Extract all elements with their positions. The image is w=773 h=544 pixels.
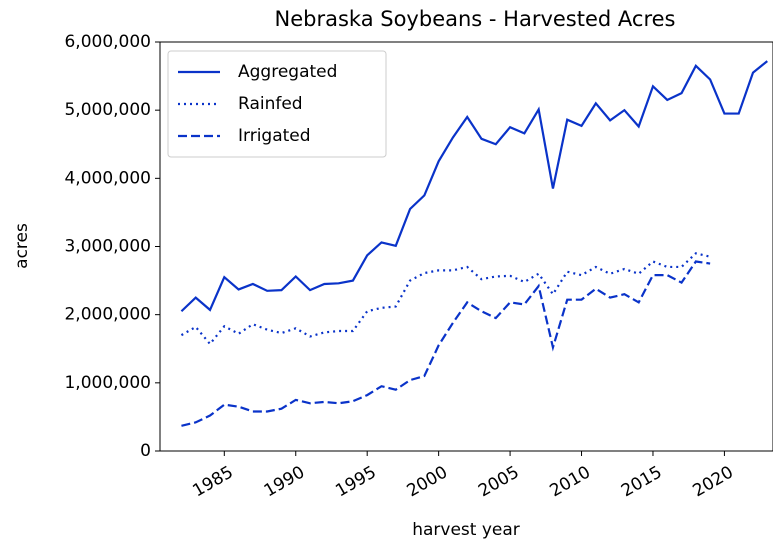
series-line [181,260,711,427]
x-tick-label: 2010 [547,462,594,501]
legend-label: Rainfed [238,94,303,114]
chart-title: Nebraska Soybeans - Harvested Acres [275,7,676,31]
legend-box [167,50,387,158]
x-tick-label: 2015 [618,462,665,501]
x-axis-label: harvest year [412,520,520,540]
y-axis-label: acres [12,223,32,269]
x-tick-label: 2020 [689,462,736,501]
y-tick-label: 2,000,000 [64,305,151,325]
y-tick-label: 3,000,000 [64,237,151,257]
x-tick-label: 1995 [332,462,379,501]
y-tick-label: 5,000,000 [64,100,151,120]
legend-label: Aggregated [238,62,337,82]
plot-frame [159,41,773,452]
y-tick-label: 0 [140,441,151,461]
x-tick-label: 1985 [189,462,236,501]
series-line [180,252,711,346]
series-line [180,60,768,313]
y-tick-label: 6,000,000 [64,32,151,52]
x-tick-label: 2005 [475,462,522,501]
legend-label: Irrigated [238,126,311,146]
x-tick-label: 2000 [404,462,451,501]
y-tick-label: 4,000,000 [64,168,151,188]
y-tick-label: 1,000,000 [64,373,151,393]
x-tick-label: 1990 [261,462,308,501]
